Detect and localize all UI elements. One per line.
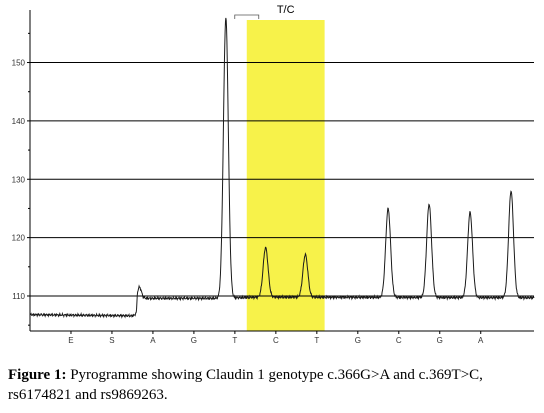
gridlines — [30, 62, 534, 297]
x-tick-label: T — [314, 336, 319, 345]
x-tick-label: S — [109, 336, 114, 345]
x-tick-label: A — [150, 336, 156, 345]
y-tick-label: 150 — [12, 59, 26, 68]
x-tick-label: C — [396, 336, 402, 345]
y-axis-ticks: 110 120 130 140 150 — [12, 32, 30, 326]
highlight-label: T/C — [277, 4, 295, 16]
y-tick-label: 140 — [12, 117, 26, 126]
x-axis-ticks: ESAGTCT5GCGA — [68, 331, 484, 345]
y-tick-label: 120 — [12, 234, 26, 243]
pyrogram-trace — [29, 17, 535, 319]
figure-caption: Figure 1: Pyrogramme showing Claudin 1 g… — [8, 365, 538, 405]
x-tick-label: T — [232, 336, 237, 345]
highlight-region — [246, 20, 325, 331]
x-tick-label: G — [355, 336, 361, 345]
figure-caption-text: Pyrogramme showing Claudin 1 genotype c.… — [8, 367, 483, 403]
figure-label: Figure 1: — [8, 367, 67, 383]
x-tick-sublabel: 5 — [315, 344, 320, 345]
annotation-bracket — [234, 14, 260, 19]
x-tick-label: A — [478, 336, 484, 345]
x-tick-label: E — [68, 336, 73, 345]
x-tick-label: C — [273, 336, 279, 345]
y-tick-label: 130 — [12, 175, 26, 184]
y-tick-label: 110 — [12, 292, 25, 301]
x-tick-label: G — [437, 336, 443, 345]
x-tick-label: G — [191, 336, 197, 345]
